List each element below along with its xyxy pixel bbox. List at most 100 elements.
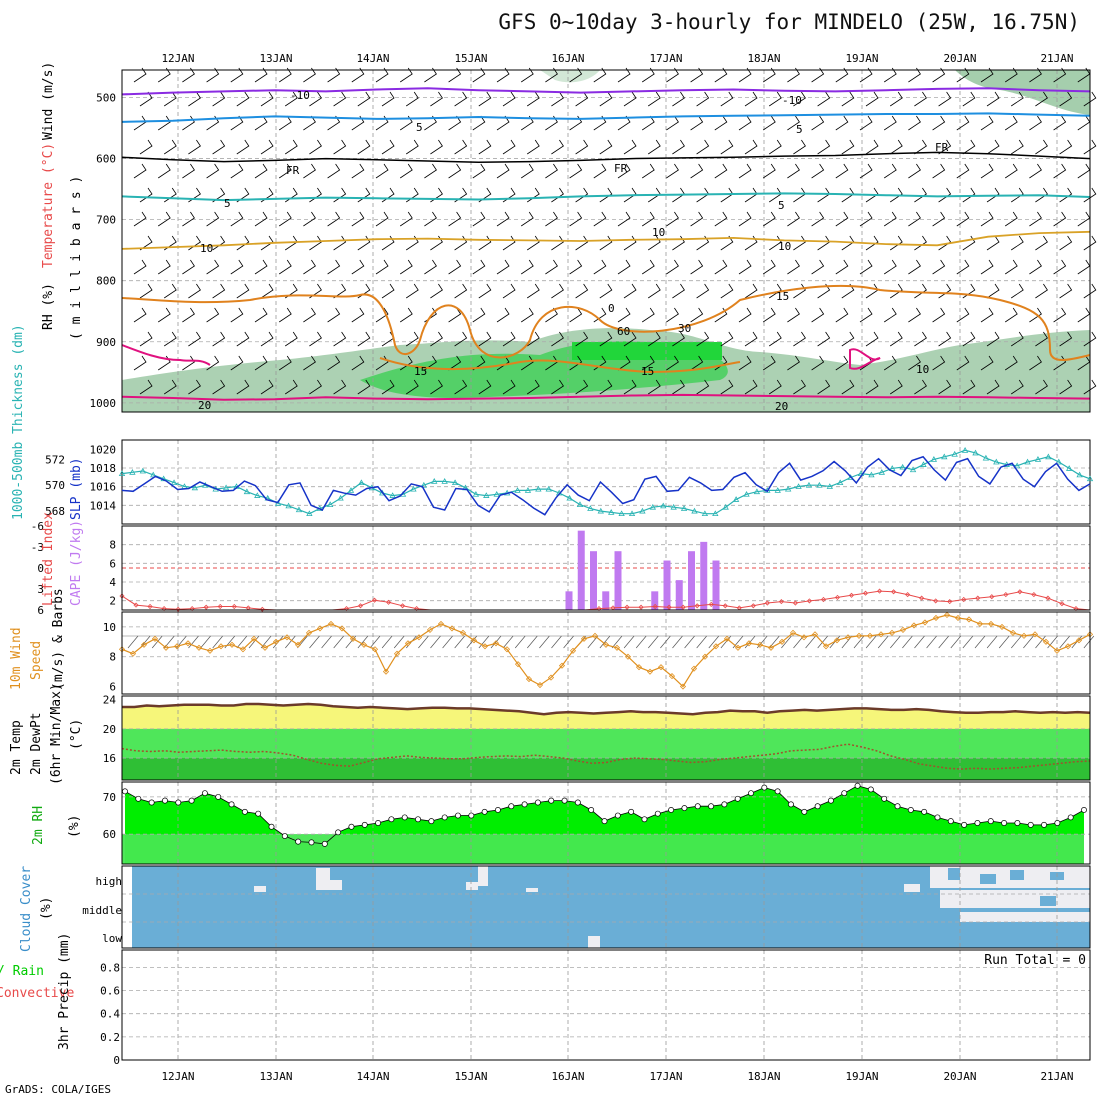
rh2m-marker: [401, 814, 408, 821]
wind-barb: [212, 635, 223, 649]
wind-barb: [599, 331, 613, 347]
wind-barb: [139, 139, 153, 155]
wind-barb: [1083, 187, 1097, 203]
date-tick-label: 18JAN: [747, 1070, 780, 1083]
wind-barb: [666, 307, 679, 323]
thickness-line: [121, 449, 1091, 515]
wind-barb: [889, 91, 903, 107]
wind-barb: [351, 163, 365, 179]
wind-barb: [381, 139, 395, 155]
ylabel-dewpt2m: 2m DewPt: [29, 712, 44, 775]
wind-barb: [157, 259, 171, 275]
contour-label: 60: [617, 325, 630, 338]
wind-marker: [1009, 629, 1017, 636]
wind-barb: [551, 379, 564, 395]
wind-barb: [720, 283, 734, 299]
wind-barb: [496, 163, 510, 179]
wind-barb: [285, 635, 296, 649]
wind-barb: [1010, 283, 1024, 299]
wind-barb: [902, 635, 913, 649]
wind-barb: [502, 379, 516, 395]
wind-barb: [768, 283, 782, 299]
wind-barb: [236, 91, 250, 107]
wind-barb: [454, 235, 468, 251]
wind-barb: [793, 283, 806, 299]
contour-label: -10: [290, 89, 310, 102]
contour-label: 10: [652, 226, 665, 239]
wind-barb: [333, 635, 344, 649]
rh2m-marker: [1067, 814, 1074, 821]
contour-label: 10: [200, 242, 213, 255]
wind-barb: [841, 379, 855, 395]
wind-barb: [938, 235, 952, 251]
ylabel-cloud-unit: (%): [39, 897, 54, 920]
wind-barb: [859, 211, 873, 227]
wind-barb: [569, 307, 583, 323]
wind-barb: [381, 379, 395, 395]
cape-bar: [700, 541, 708, 610]
wind-barb: [381, 91, 395, 107]
wind-barb: [841, 331, 855, 347]
wind-barb: [962, 379, 976, 395]
wind-barb: [793, 91, 806, 107]
wind-barb: [357, 187, 371, 203]
wind-barb: [1029, 259, 1042, 275]
wind-barb: [865, 331, 879, 347]
wind-barb: [278, 115, 292, 131]
wind-barb: [133, 115, 147, 131]
rh2m-marker: [681, 805, 688, 812]
wind-barb: [883, 115, 897, 131]
rh2m-marker: [228, 801, 235, 808]
wind-barb: [1053, 259, 1067, 275]
rh2m-marker: [774, 788, 781, 795]
wind-barb: [914, 91, 927, 107]
bottom-date-axis: 12JAN 13JAN 14JAN 15JAN 16JAN 17JAN 18JAN 19JAN…: [161, 1070, 1073, 1083]
wind-marker: [459, 629, 467, 636]
wind-barb: [230, 259, 244, 275]
cloud-level-label: middle: [82, 904, 122, 917]
wind-marker: [987, 620, 995, 627]
wind-marker: [910, 622, 918, 629]
wind-barb: [720, 331, 734, 347]
wind-barb: [841, 139, 855, 155]
rh2m-marker: [761, 784, 768, 791]
wind-barb: [260, 91, 274, 107]
ylabel-minmax: (6hr Min/Max): [49, 683, 64, 785]
wind-barb: [236, 635, 248, 649]
ylabel-precip-conv: Convective: [0, 986, 74, 1001]
wind-barb: [182, 163, 195, 179]
ylabel-lifted-index: Lifted Index: [41, 512, 56, 606]
wind-marker: [646, 668, 654, 675]
rh2m-marker: [268, 823, 275, 830]
wind-barb: [393, 635, 405, 649]
date-tick-label: 12JAN: [161, 52, 194, 65]
wind-barb: [430, 283, 443, 299]
wind-barb: [502, 139, 516, 155]
wind-barb: [1053, 211, 1067, 227]
wind-barb: [1059, 379, 1073, 395]
wind-barb: [617, 211, 631, 227]
wind-marker: [1031, 631, 1039, 638]
wind-barb: [369, 635, 381, 649]
cloud-break: [940, 890, 1090, 908]
wind-barb: [938, 139, 952, 155]
wind-barb: [853, 635, 865, 649]
wind-barb: [817, 139, 831, 155]
rh2m-marker: [508, 803, 515, 810]
wind-barb: [835, 259, 849, 275]
rh2m-marker: [281, 833, 288, 839]
wind-barb: [502, 331, 516, 347]
cloud-patch: [1040, 896, 1056, 906]
ylabel-precip: 3hr Precip (mm): [57, 933, 72, 1050]
wind-barb: [889, 139, 903, 155]
wind-barb: [1010, 331, 1024, 347]
wind-marker: [723, 635, 731, 642]
wind-barb: [714, 259, 728, 275]
slp-line: [121, 455, 1091, 516]
rh2m-marker: [441, 814, 448, 821]
wind-marker: [470, 637, 478, 644]
wind-marker: [624, 653, 632, 660]
wind-barb: [569, 163, 583, 179]
contour-20-loop: [849, 348, 881, 370]
wind-barb: [1059, 187, 1073, 203]
